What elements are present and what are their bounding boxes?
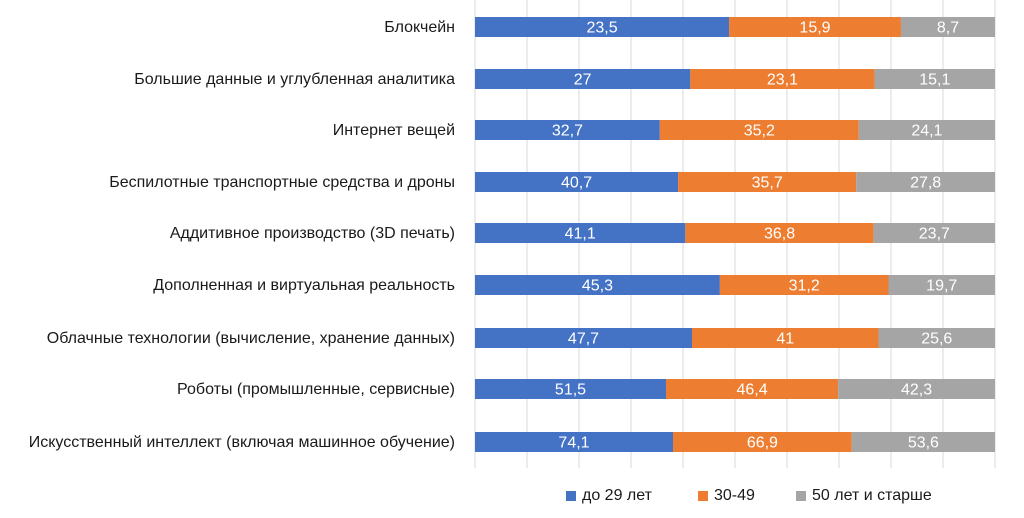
data-label-7-1: 46,4 — [736, 382, 767, 399]
data-label-2-0: 32,7 — [552, 123, 583, 140]
legend-swatch-0 — [566, 491, 576, 501]
data-label-6-1: 41 — [776, 331, 794, 348]
data-label-3-2: 27,8 — [910, 175, 941, 192]
data-label-4-0: 41,1 — [565, 226, 596, 243]
data-label-4-1: 36,8 — [764, 226, 795, 243]
bar-segment-2-0 — [475, 120, 660, 140]
bar-segment-5-2 — [888, 275, 995, 295]
data-label-6-2: 25,6 — [921, 331, 952, 348]
bar-segment-6-1 — [692, 328, 879, 348]
bar-segment-0-2 — [900, 17, 995, 37]
legend-item-0: до 29 лет — [566, 487, 652, 505]
data-label-6-0: 47,7 — [568, 331, 599, 348]
data-label-7-2: 42,3 — [901, 382, 932, 399]
bar-segment-6-0 — [475, 328, 693, 348]
bar-segment-3-2 — [856, 172, 995, 192]
data-label-2-1: 35,2 — [744, 123, 775, 140]
legend-item-1: 30-49 — [698, 487, 755, 505]
bar-segment-3-0 — [475, 172, 679, 192]
data-label-5-1: 31,2 — [789, 278, 820, 295]
bar-segment-7-0 — [475, 379, 667, 399]
category-label-2: Интернет вещей — [332, 121, 455, 139]
data-label-5-0: 45,3 — [582, 278, 613, 295]
data-label-8-2: 53,6 — [908, 435, 939, 452]
data-label-0-1: 15,9 — [799, 20, 830, 37]
bar-segment-2-2 — [858, 120, 995, 140]
legend-label-1: 30-49 — [714, 487, 755, 504]
legend: до 29 лет 30-49 50 лет и старше — [0, 487, 1024, 511]
legend-item-2: 50 лет и старше — [796, 487, 932, 505]
bars — [475, 17, 995, 452]
data-label-2-2: 24,1 — [911, 123, 942, 140]
data-label-0-0: 23,5 — [586, 20, 617, 37]
bar-segment-0-1 — [729, 17, 901, 37]
data-label-3-0: 40,7 — [561, 175, 592, 192]
bar-segment-5-0 — [475, 275, 720, 295]
bar-segment-7-2 — [838, 379, 995, 399]
bar-segment-2-1 — [659, 120, 859, 140]
bar-segment-7-1 — [666, 379, 839, 399]
bar-segment-4-2 — [873, 223, 995, 243]
data-label-1-2: 15,1 — [919, 72, 950, 89]
bar-segment-8-1 — [673, 432, 852, 452]
category-label-8: Искусственный интеллект (включая машинно… — [28, 433, 455, 451]
category-label-7: Роботы (промышленные, сервисные) — [177, 380, 455, 398]
legend-label-2: 50 лет и старше — [812, 487, 932, 504]
legend-swatch-2 — [796, 491, 806, 501]
bar-segment-3-1 — [678, 172, 857, 192]
category-label-3: Беспилотные транспортные средства и дрон… — [109, 173, 455, 191]
data-label-1-1: 23,1 — [767, 72, 798, 89]
category-label-6: Облачные технологии (вычисление, хранени… — [46, 329, 455, 347]
bar-segment-1-2 — [874, 69, 995, 89]
data-label-8-0: 74,1 — [558, 435, 589, 452]
data-label-8-1: 66,9 — [747, 435, 778, 452]
bar-segment-1-0 — [475, 69, 691, 89]
data-label-3-1: 35,7 — [752, 175, 783, 192]
bar-segment-0-0 — [475, 17, 730, 37]
category-label-4: Аддитивное производство (3D печать) — [169, 224, 455, 242]
bar-segment-4-0 — [475, 223, 686, 243]
bar-segment-1-1 — [690, 69, 875, 89]
category-label-5: Дополненная и виртуальная реальность — [153, 276, 455, 294]
legend-label-0: до 29 лет — [582, 487, 652, 504]
data-label-0-2: 8,7 — [937, 20, 959, 37]
data-label-5-2: 19,7 — [926, 278, 957, 295]
bar-segment-5-1 — [719, 275, 889, 295]
bar-segment-8-2 — [851, 432, 995, 452]
bar-segment-6-2 — [878, 328, 995, 348]
data-label-4-2: 23,7 — [919, 226, 950, 243]
data-label-1-0: 27 — [574, 72, 592, 89]
legend-swatch-1 — [698, 491, 708, 501]
bar-labels: 23,5 15,9 8,7 27 23,1 15,1 32,7 35,2 24,1 40,7 35,… — [552, 20, 959, 452]
category-label-0: Блокчейн — [384, 18, 455, 36]
data-label-7-0: 51,5 — [555, 382, 586, 399]
bar-segment-4-1 — [685, 223, 874, 243]
category-label-1: Большие данные и углубленная аналитика — [134, 70, 455, 88]
bar-segment-8-0 — [475, 432, 674, 452]
